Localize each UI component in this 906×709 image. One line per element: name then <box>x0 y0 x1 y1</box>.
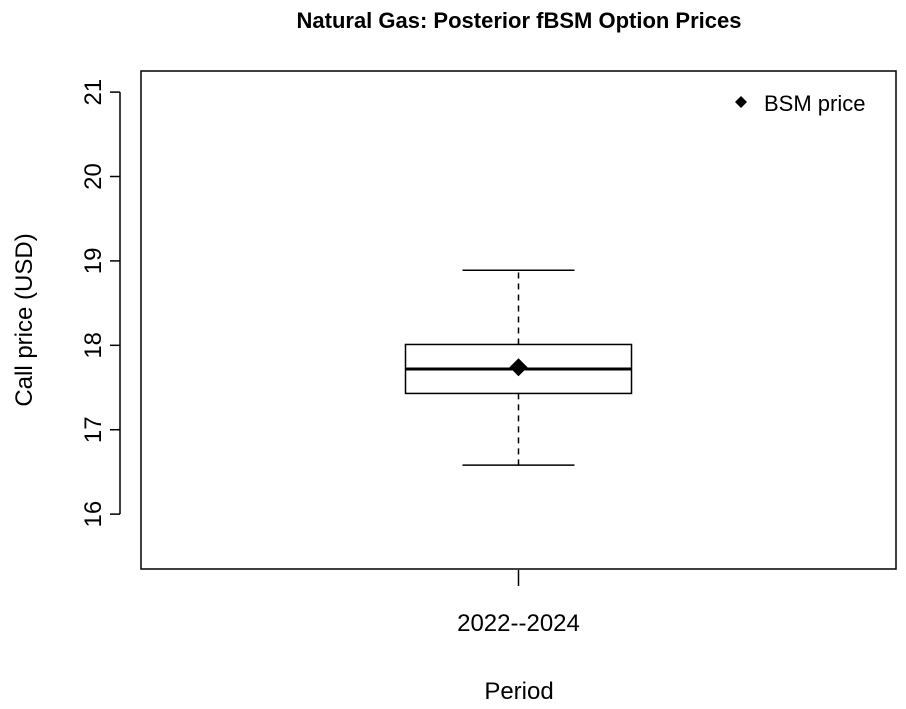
y-tick-label: 17 <box>80 416 107 443</box>
y-tick-label: 19 <box>80 248 107 275</box>
y-axis: 16 17 18 19 20 21 <box>80 79 121 528</box>
x-tick-label: 2022--2024 <box>457 610 580 637</box>
y-tick-label: 20 <box>80 163 107 190</box>
x-axis-label: Period <box>484 678 553 705</box>
bsm-price-marker <box>509 358 528 377</box>
y-tick-label: 21 <box>80 79 107 106</box>
chart-title: Natural Gas: Posterior fBSM Option Price… <box>297 8 742 33</box>
legend-label-bsm-price: BSM price <box>764 91 865 116</box>
y-tick-label: 18 <box>80 332 107 359</box>
y-axis-label: Call price (USD) <box>11 233 38 406</box>
plot-frame <box>140 70 897 570</box>
legend-diamond-icon <box>735 96 747 108</box>
y-tick-label: 16 <box>80 501 107 528</box>
legend: BSM price <box>735 91 865 116</box>
x-axis: 2022--2024 <box>457 570 580 637</box>
